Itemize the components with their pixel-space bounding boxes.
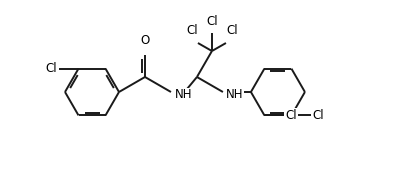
Text: NH: NH	[225, 89, 243, 101]
Text: Cl: Cl	[46, 62, 58, 75]
Text: Cl: Cl	[206, 14, 217, 27]
Text: Cl: Cl	[312, 109, 323, 122]
Text: Cl: Cl	[285, 109, 296, 122]
Text: O: O	[140, 34, 149, 48]
Text: Cl: Cl	[226, 24, 237, 37]
Text: Cl: Cl	[185, 24, 197, 37]
Text: NH: NH	[175, 89, 192, 101]
